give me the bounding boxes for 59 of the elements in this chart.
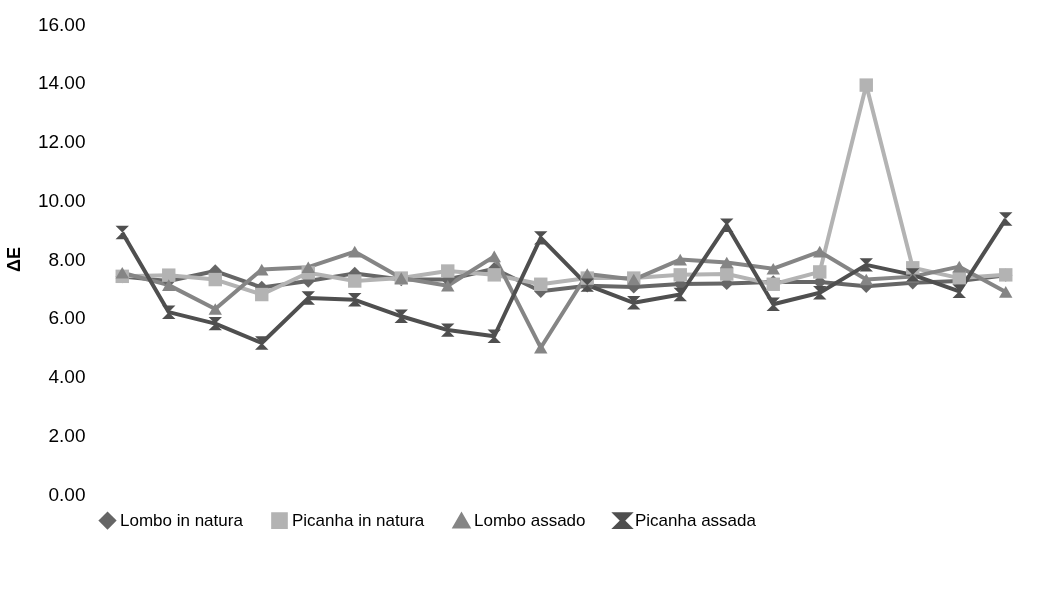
point: [394, 309, 408, 323]
point: [859, 273, 873, 286]
point: [115, 225, 129, 240]
point: [813, 286, 827, 300]
point: [301, 261, 315, 274]
point: [348, 274, 362, 288]
point: [673, 253, 687, 266]
point: [441, 323, 455, 337]
point: [999, 286, 1013, 298]
point: [813, 245, 827, 258]
y-tick-label: 10.00: [37, 189, 86, 211]
point: [999, 212, 1013, 226]
point: [534, 231, 548, 245]
point: [255, 287, 269, 302]
point: [208, 272, 222, 287]
point: [720, 267, 734, 281]
point: [255, 336, 269, 350]
legend-label: Lombo in natura: [120, 510, 244, 530]
y-axis-title: ΔE: [3, 247, 24, 272]
point: [348, 245, 362, 258]
point: [813, 265, 827, 279]
point: [115, 267, 129, 279]
point: [720, 256, 734, 269]
point: [766, 262, 780, 275]
y-tick-label: 2.00: [48, 424, 86, 446]
point: [487, 329, 501, 343]
point: [162, 305, 176, 319]
legend-label: Picanha in natura: [292, 510, 425, 530]
point: [348, 293, 362, 307]
point: [162, 268, 176, 282]
point: [859, 258, 873, 272]
y-tick-label: 14.00: [37, 72, 86, 94]
point: [766, 297, 780, 311]
y-tick-label: 4.00: [48, 366, 86, 387]
point: [441, 264, 455, 278]
y-tick-label: 12.00: [37, 131, 86, 152]
point: [534, 277, 548, 291]
point: [627, 296, 641, 310]
point: [301, 291, 315, 305]
point: [534, 341, 548, 354]
legend-label: Picanha assada: [635, 510, 757, 530]
point: [720, 218, 734, 232]
point: [208, 303, 222, 315]
y-tick-label: 6.00: [48, 307, 86, 329]
point: [487, 250, 501, 263]
point: [952, 260, 966, 273]
point: [208, 316, 222, 331]
point: [441, 279, 455, 292]
point: [673, 287, 687, 302]
point: [673, 268, 687, 282]
y-tick-label: 0.00: [48, 483, 86, 505]
legend-label: Lombo assado: [474, 511, 586, 531]
y-tick-label: 16.00: [37, 13, 86, 35]
point: [859, 78, 873, 92]
point: [162, 279, 176, 291]
point: [487, 268, 501, 282]
y-tick-label: 8.00: [48, 248, 86, 270]
point: [255, 263, 269, 276]
point: [952, 284, 966, 299]
